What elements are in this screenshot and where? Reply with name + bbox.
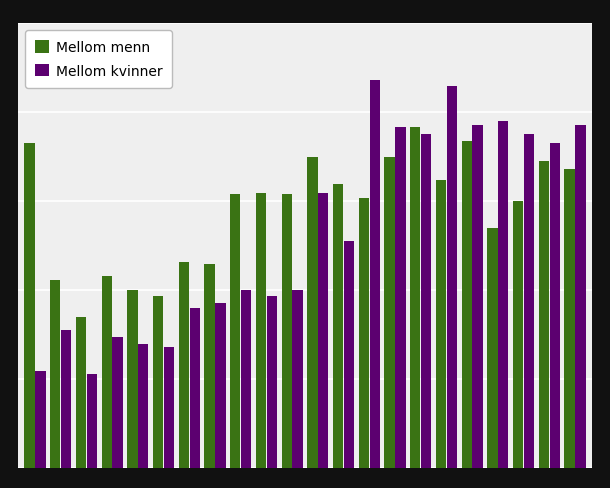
Bar [164, 347, 174, 468]
Bar [127, 291, 138, 468]
Bar [282, 195, 292, 468]
Bar [179, 263, 189, 468]
Bar [241, 291, 251, 468]
Bar [61, 330, 71, 468]
Bar [421, 135, 431, 468]
Bar [87, 374, 97, 468]
Bar [384, 158, 395, 468]
Bar [256, 193, 266, 468]
Bar [138, 344, 148, 468]
Bar [112, 337, 123, 468]
Bar [524, 135, 534, 468]
Bar [498, 122, 508, 468]
Bar [230, 195, 240, 468]
Bar [344, 241, 354, 468]
Bar [50, 280, 60, 468]
Bar [370, 81, 380, 468]
Bar [564, 170, 575, 468]
Bar [410, 127, 420, 468]
Bar [472, 125, 483, 468]
Legend: Mellom menn, Mellom kvinner: Mellom menn, Mellom kvinner [25, 31, 172, 88]
Bar [462, 142, 472, 468]
Bar [102, 277, 112, 468]
Bar [307, 158, 318, 468]
Bar [24, 143, 35, 468]
Bar [359, 199, 369, 468]
Bar [436, 181, 446, 468]
Bar [333, 184, 343, 468]
Bar [292, 291, 303, 468]
Bar [539, 161, 549, 468]
Bar [76, 318, 86, 468]
Bar [35, 371, 46, 468]
Bar [513, 202, 523, 468]
Bar [318, 193, 328, 468]
Bar [395, 127, 406, 468]
Bar [575, 125, 586, 468]
Bar [487, 229, 498, 468]
Bar [153, 296, 163, 468]
Bar [267, 296, 277, 468]
Bar [215, 303, 226, 468]
Bar [447, 86, 457, 468]
Bar [190, 308, 200, 468]
Bar [204, 264, 215, 468]
Bar [550, 143, 560, 468]
